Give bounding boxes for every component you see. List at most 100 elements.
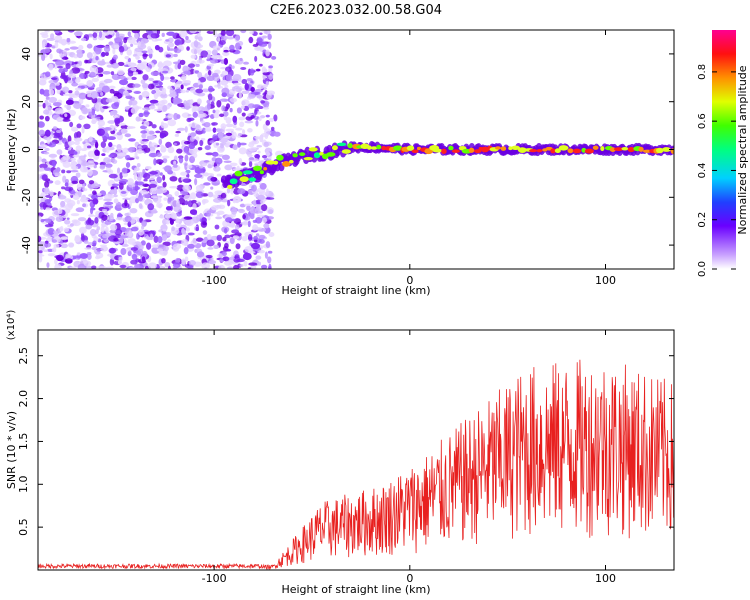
heatmap-blob — [183, 146, 189, 154]
heatmap-blob — [184, 102, 191, 110]
heatmap-blob — [260, 100, 266, 104]
heatmap-blob — [133, 172, 137, 181]
heatmap-blob — [166, 231, 172, 237]
colorbar-label: Normalized spectral amplitude — [736, 65, 749, 234]
heatmap-blob — [148, 183, 157, 188]
colorbar: 0.0 0.2 0.4 0.6 0.8 Normalized spectral ampl… — [697, 30, 749, 277]
heatmap-blob — [165, 213, 172, 219]
heatmap-blob — [42, 89, 51, 97]
heatmap-blob — [220, 192, 227, 199]
heatmap-blob — [38, 135, 41, 142]
heatmap-blob — [56, 167, 61, 173]
heatmap-blob — [166, 194, 173, 198]
heatmap-blob — [216, 173, 222, 177]
heatmap-blob — [228, 259, 232, 265]
heatmap-blob — [262, 123, 268, 131]
heatmap-blob — [206, 239, 215, 247]
heatmap-blob — [207, 191, 214, 198]
ridge-hotspot — [381, 145, 387, 151]
heatmap-blob — [82, 107, 88, 114]
heatmap-blob — [60, 236, 68, 241]
heatmap-blob — [183, 216, 193, 220]
heatmap-blob — [222, 51, 230, 57]
heatmap-blob — [77, 83, 85, 86]
heatmap-blob — [151, 246, 160, 254]
heatmap-blob — [198, 111, 204, 114]
heatmap-blob — [165, 54, 172, 58]
heatmap-blob — [153, 108, 163, 112]
heatmap-blob — [201, 198, 209, 204]
heatmap-blob — [267, 250, 273, 254]
heatmap-blob — [148, 105, 156, 110]
heatmap-blob — [142, 107, 151, 111]
heatmap-blob — [163, 118, 169, 122]
heatmap-blob — [186, 46, 190, 51]
heatmap-blob — [142, 53, 149, 57]
heatmap-blob — [101, 51, 106, 57]
ridge-hotspot — [229, 178, 238, 185]
heatmap-blob — [210, 101, 215, 107]
heatmap-blob — [175, 212, 182, 217]
heatmap-blob — [147, 262, 157, 269]
heatmap-blob — [231, 65, 235, 69]
heatmap-blob — [174, 39, 183, 46]
heatmap-blob — [117, 69, 125, 76]
heatmap-blob — [135, 156, 140, 160]
heatmap-blob — [224, 164, 233, 171]
ridge-hotspot — [376, 144, 382, 150]
heatmap-blob — [229, 237, 235, 245]
heatmap-blob — [265, 197, 275, 200]
heatmap-blob — [195, 88, 204, 94]
heatmap-blob — [187, 113, 192, 117]
heatmap-blob — [131, 76, 137, 81]
colorbar-tick-label: 0.4 — [697, 162, 708, 178]
heatmap-blob — [62, 93, 71, 96]
heatmap-blob — [91, 265, 97, 269]
heatmap-blob — [138, 229, 145, 236]
heatmap-blob — [206, 58, 211, 62]
heatmap-blob — [86, 161, 95, 168]
spectrogram-heatmap — [38, 30, 674, 269]
heatmap-blob — [110, 224, 118, 231]
heatmap-blob — [203, 182, 211, 186]
heatmap-blob — [69, 169, 79, 173]
heatmap-blob — [173, 205, 182, 213]
heatmap-blob — [105, 146, 110, 153]
heatmap-blob — [90, 91, 99, 99]
heatmap-blob — [149, 99, 159, 104]
heatmap-blob — [185, 219, 194, 227]
heatmap-blob — [183, 194, 192, 201]
heatmap-blob — [174, 89, 183, 94]
heatmap-blob — [74, 78, 81, 83]
heatmap-blob — [180, 171, 188, 176]
heatmap-blob — [259, 182, 267, 190]
heatmap-blob — [77, 159, 82, 163]
heatmap-blob — [150, 71, 160, 76]
heatmap-blob — [164, 210, 172, 214]
heatmap-blob — [63, 227, 70, 233]
heatmap-blob — [51, 77, 58, 81]
heatmap-blob — [211, 151, 219, 157]
x-tick-label: -100 — [202, 572, 227, 585]
heatmap-blob — [147, 49, 154, 55]
heatmap-blob — [199, 213, 203, 219]
heatmap-blob — [84, 70, 90, 74]
heatmap-blob — [38, 235, 42, 243]
heatmap-blob — [273, 114, 278, 122]
heatmap-blob — [170, 76, 175, 80]
heatmap-blob — [49, 134, 55, 138]
heatmap-blob — [263, 141, 269, 148]
heatmap-blob — [218, 55, 223, 60]
heatmap-blob — [87, 241, 94, 246]
heatmap-blob — [268, 209, 274, 214]
heatmap-blob — [77, 217, 87, 222]
heatmap-blob — [207, 69, 212, 76]
heatmap-blob — [241, 99, 250, 106]
ridge-hotspot — [627, 147, 635, 153]
heatmap-blob — [91, 108, 95, 116]
heatmap-blob — [89, 71, 96, 78]
heatmap-blob — [246, 205, 251, 212]
heatmap-blob — [140, 130, 148, 134]
heatmap-blob — [134, 150, 138, 159]
